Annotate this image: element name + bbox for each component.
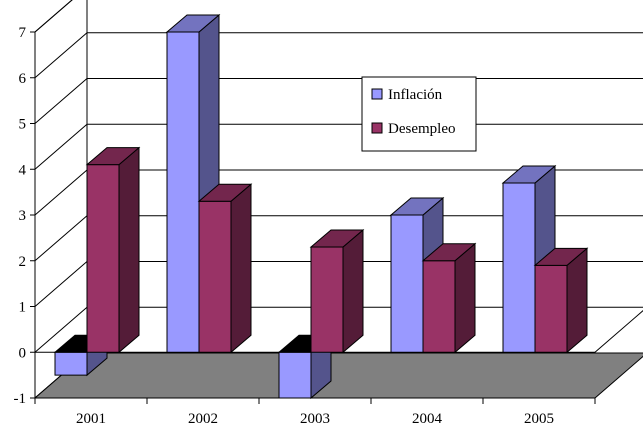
- floor-surface: [33, 352, 643, 399]
- bar-front-face: [534, 264, 568, 353]
- bar-side-face: [230, 183, 252, 354]
- bar-front-face: [54, 351, 88, 376]
- y-tick-label: 1: [19, 300, 27, 316]
- y-tick-label: 4: [19, 162, 27, 178]
- bar-front-face: [166, 31, 200, 353]
- x-tick-label: 2001: [76, 411, 106, 427]
- bar-side-face: [566, 247, 588, 354]
- bar-front-face: [502, 182, 536, 353]
- bars-group: [53, 13, 589, 400]
- bar-top-face: [197, 183, 253, 202]
- legend: Inflación Desempleo: [361, 76, 477, 152]
- y-tick-label: 0: [19, 345, 27, 361]
- bar-front-face: [390, 214, 424, 353]
- bar-side-face: [118, 146, 140, 354]
- x-tick-label: 2005: [524, 411, 554, 427]
- gridline: [34, 32, 643, 79]
- bar-top-face: [533, 247, 589, 266]
- y-tick-label: 6: [19, 71, 27, 87]
- bar-front-face: [310, 246, 344, 353]
- bar-top-face: [421, 243, 477, 262]
- bar-front-face: [278, 351, 312, 399]
- bar: [85, 146, 141, 354]
- axes: -1 0 1 2 3 4 5 6 7 2001 2002 2003 2004 2005: [14, 25, 596, 427]
- y-tick-label: 3: [19, 208, 27, 224]
- bar-top-face: [165, 14, 221, 33]
- bar: [309, 228, 365, 354]
- bar: [197, 183, 253, 354]
- y-tick-label: -1: [14, 391, 27, 407]
- bar-front-face: [422, 260, 456, 353]
- bar-top-face: [85, 147, 141, 166]
- bar-front-face: [198, 200, 232, 353]
- y-tick-label: 5: [19, 117, 27, 133]
- bar-front-face: [86, 164, 120, 353]
- zero-line-depth: [594, 310, 643, 353]
- legend-swatch: [371, 88, 383, 100]
- gridline: [34, 0, 73, 33]
- x-tick-label: 2004: [412, 411, 443, 427]
- legend-label: Desempleo: [388, 121, 455, 137]
- x-tick-label: 2003: [300, 411, 330, 427]
- bar-side-face: [342, 228, 364, 354]
- bar-side-face: [454, 242, 476, 354]
- y-tick-label: 2: [19, 254, 27, 270]
- legend-box: [361, 76, 477, 152]
- bar: [421, 242, 477, 354]
- bar-top-face: [389, 197, 445, 216]
- legend-label: Inflación: [388, 87, 443, 103]
- bar-top-face: [309, 229, 365, 248]
- bar: [533, 247, 589, 354]
- legend-swatch: [371, 122, 383, 134]
- bar-top-face: [501, 165, 557, 184]
- x-tick-label: 2002: [188, 411, 218, 427]
- y-tick-label: 7: [19, 25, 27, 41]
